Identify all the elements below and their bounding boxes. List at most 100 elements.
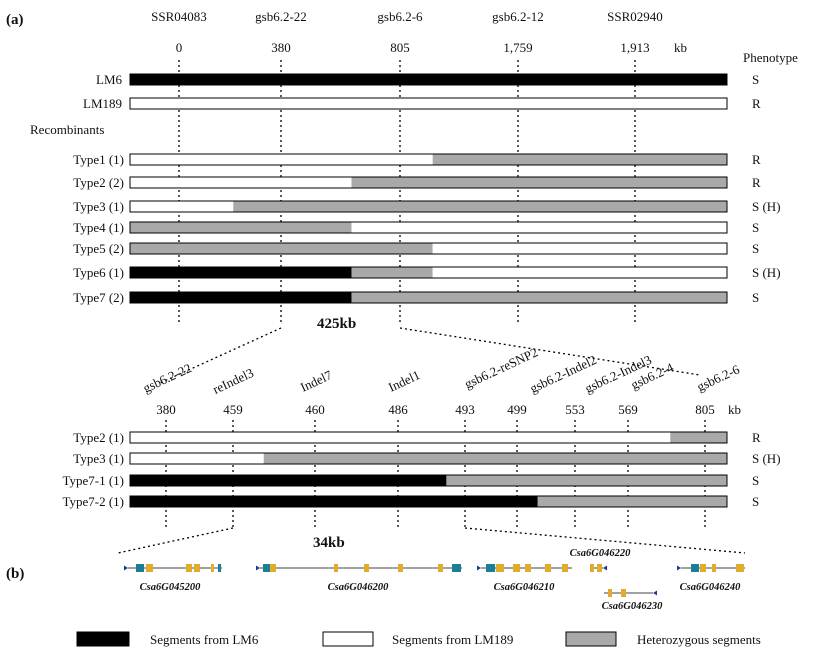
marker-name: gsb6.2-22 [255, 9, 307, 24]
legend-swatch-lm6 [76, 631, 130, 647]
marker-position: 1,759 [503, 40, 532, 55]
gene-models: Csa6G045200 Csa6G046200 Csa6G046210 Csa6… [140, 548, 741, 612]
parent-bar [129, 73, 728, 86]
zoom-line-right [399, 327, 701, 376]
parent-label: LM6 [96, 72, 123, 87]
bar-segment [351, 177, 727, 188]
gene-exon [496, 564, 504, 572]
row-label: Type5 (2) [73, 241, 124, 256]
bar-outline [129, 176, 728, 189]
row-label: Type2 (2) [73, 175, 124, 190]
bar-segment [351, 222, 727, 233]
row-phenotype: S [752, 241, 759, 256]
legend: Segments from LM6 Segments from LM189 He… [76, 631, 761, 647]
row-label: Type2 (1) [73, 430, 124, 445]
recombinants-label: Recombinants [30, 122, 104, 137]
zoom-marker-name: Indel1 [386, 367, 422, 395]
bar-outline [129, 474, 728, 487]
gene-exon [513, 564, 520, 572]
gene-exon [186, 564, 192, 572]
gene-label: Csa6G046240 [680, 582, 741, 593]
bar-segment [432, 154, 727, 165]
marker-name: gsb6.2-12 [492, 9, 544, 24]
gene-exon [621, 589, 626, 597]
row-label: Type7-1 (1) [62, 473, 124, 488]
gene-label: Csa6G046200 [328, 582, 389, 593]
zoom-marker-position: 460 [305, 402, 325, 417]
bar-outline [129, 495, 728, 508]
gene-zoom-line-left [117, 527, 234, 554]
gene-exon [438, 564, 443, 572]
gene-exon [736, 564, 744, 572]
row-phenotype: S [752, 473, 759, 488]
zoom-bars [129, 431, 728, 508]
gene-utr [691, 564, 699, 572]
bar-segment [537, 496, 727, 507]
gene-zoom-connectors [117, 527, 746, 554]
zoom-marker-position: 380 [156, 402, 176, 417]
zoom-marker-position: 553 [565, 402, 585, 417]
gene-utr [136, 564, 144, 572]
interval-label-34kb: 34kb [313, 535, 345, 551]
bar-segment [263, 453, 727, 464]
row-phenotype: S [752, 494, 759, 509]
row-label: Type7 (2) [73, 290, 124, 305]
gene-strand-arrow [603, 565, 607, 571]
zoom-marker-position: 569 [618, 402, 638, 417]
bar-segment [130, 475, 447, 486]
bar-outline [129, 221, 728, 234]
gene-exon [608, 589, 612, 597]
row-label: Type6 (1) [73, 265, 124, 280]
gene-exon [211, 564, 214, 572]
zoom-marker-position: 459 [223, 402, 243, 417]
gene-exon [590, 564, 594, 572]
gene-structures [124, 564, 745, 597]
marker-position: 805 [390, 40, 410, 55]
bar-segment [130, 154, 433, 165]
row-label: Type7-2 (1) [62, 494, 124, 509]
zoom-line-left [159, 327, 282, 384]
parent-bar [129, 97, 728, 110]
zoom-marker-name: reIndel3 [210, 365, 256, 397]
row-phenotype: S (H) [752, 451, 781, 466]
row-phenotype: S [752, 220, 759, 235]
legend-swatch-lm189 [322, 631, 374, 647]
gene-utr [218, 564, 221, 572]
zoom-marker-position: 486 [388, 402, 408, 417]
marker-position: 1,913 [620, 40, 649, 55]
bar-segment [670, 432, 727, 443]
bar-outline [129, 266, 728, 279]
panel-b-label: (b) [6, 566, 24, 582]
gene-exon [146, 564, 153, 572]
legend-label: Heterozygous segments [637, 632, 761, 647]
marker-position: 380 [271, 40, 291, 55]
row-label: Type4 (1) [73, 220, 124, 235]
gene-strand-arrow [653, 590, 657, 596]
gene-strand-arrow [256, 565, 260, 571]
gene-strand-arrow [124, 565, 128, 571]
gene-exon [525, 564, 531, 572]
parent-phenotype: R [752, 96, 761, 111]
gene-exon [597, 564, 602, 572]
gene-exon [545, 564, 551, 572]
bar-outline [129, 200, 728, 213]
zoom-marker-name: gsb6.2-22 [141, 360, 194, 395]
bar-segment [351, 267, 433, 278]
phenotype-header: Phenotype [743, 50, 798, 65]
row-label: Type3 (1) [73, 451, 124, 466]
zoom-row-labels: Type2 (1) R Type3 (1) S (H) Type7-1 (1) … [62, 430, 780, 509]
legend-label: Segments from LM189 [392, 632, 513, 647]
legend-swatch-heterozygous [565, 631, 617, 647]
parent-label: LM189 [83, 96, 122, 111]
bar-segment [130, 243, 433, 254]
gene-exon [700, 564, 706, 572]
gene-label: Csa6G045200 [140, 582, 201, 593]
bar-segment [351, 292, 727, 303]
top-markers: SSR04083 0 gsb6.2-22 380 gsb6.2-6 805 gs… [151, 9, 663, 55]
legend-label: Segments from LM6 [150, 632, 259, 647]
gene-label: Csa6G046220 [570, 548, 631, 559]
interval-label-425kb: 425kb [317, 316, 356, 332]
bar-segment [130, 177, 352, 188]
row-phenotype: S (H) [752, 199, 781, 214]
gene-exon [194, 564, 200, 572]
